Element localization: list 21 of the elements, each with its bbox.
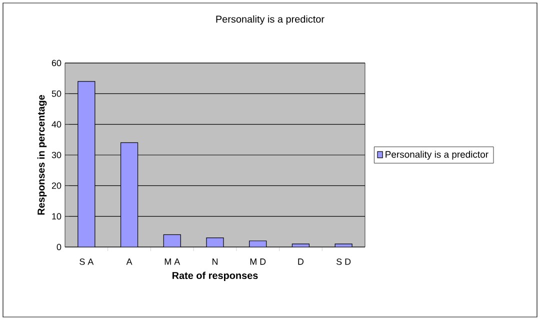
- bar: [164, 234, 181, 247]
- chart-title: Personality is a predictor: [216, 15, 324, 25]
- y-tick-label: 20: [52, 182, 62, 189]
- x-tick-label: S D: [336, 258, 351, 265]
- y-tick-label: 60: [52, 60, 62, 66]
- y-tick-label: 50: [52, 90, 62, 97]
- x-tick-label: S A: [80, 258, 94, 265]
- x-tick-label: M D: [250, 258, 266, 265]
- bar: [120, 142, 138, 247]
- y-tick-label: 40: [52, 121, 62, 128]
- x-tick-label: N: [212, 258, 218, 265]
- bar: [78, 81, 96, 247]
- y-tick-label: 30: [52, 152, 62, 158]
- y-tick-label: 0: [56, 244, 62, 250]
- y-axis-title: Responses in percentage: [37, 95, 47, 215]
- x-tick-label: A: [126, 258, 132, 265]
- x-tick-label: D: [298, 258, 304, 265]
- y-tick-label: 10: [52, 213, 62, 220]
- legend-label: Personality is a predictor: [386, 150, 488, 160]
- x-axis-title: Rate of responses: [172, 272, 258, 281]
- x-tick-label: M A: [164, 258, 180, 265]
